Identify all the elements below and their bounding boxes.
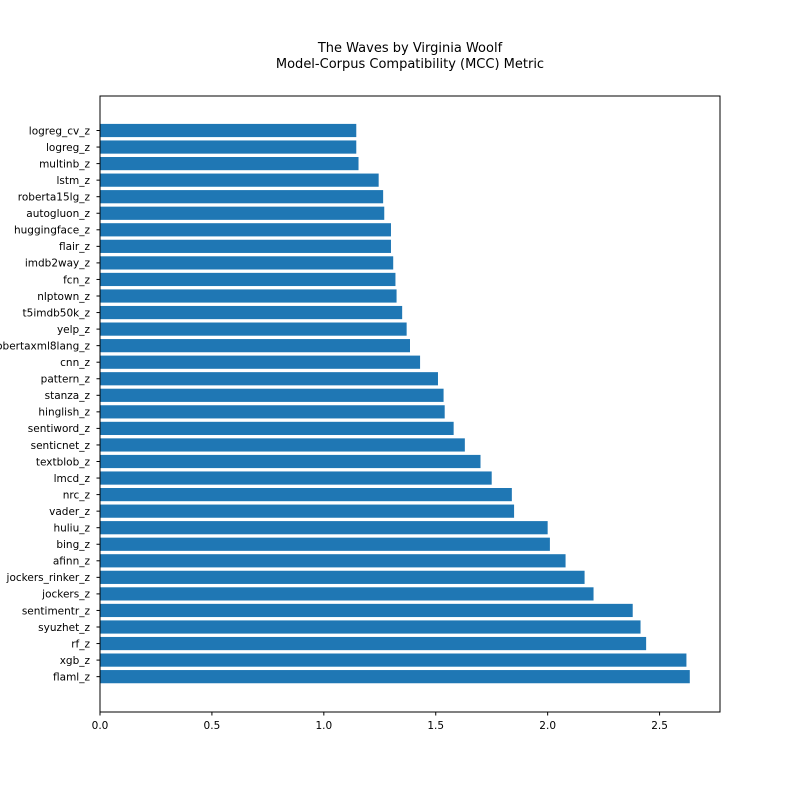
y-tick-label: jockers_rinker_z [6, 572, 91, 584]
y-tick-label: autogluon_z [26, 208, 90, 220]
plot-frame [99, 95, 721, 713]
bar-senticnet-z [100, 438, 465, 452]
bar-syuzhet-z [100, 620, 641, 634]
bar-imdb2way-z [100, 256, 394, 270]
chart-title: The Waves by Virginia Woolf [317, 41, 503, 56]
bar-lmcd-z [100, 471, 492, 485]
y-tick-label: logreg_z [46, 142, 90, 154]
bar-afinn-z [100, 554, 566, 568]
y-tick-label: sentimentr_z [22, 605, 91, 617]
bar-textblob-z [100, 454, 481, 469]
y-tick-label: yelp_z [57, 324, 91, 336]
y-tick-label: robertaxml8lang_z [0, 340, 90, 352]
y-tick-label: sentiword_z [28, 423, 91, 435]
x-tick-label: 1.0 [315, 720, 332, 732]
bar-yelp-z [100, 322, 407, 336]
bar-sentiword-z [100, 421, 454, 435]
y-tick-label: rf_z [71, 638, 90, 650]
bar-stanza-z [100, 388, 444, 402]
bar-jockers-rinker-z [100, 570, 585, 584]
y-tick-label: logreg_cv_z [29, 125, 91, 137]
x-tick-label: 2.0 [539, 720, 556, 732]
y-tick-label: jockers_z [41, 589, 90, 601]
bar-cnn-z [100, 355, 421, 369]
bar-hinglish-z [100, 405, 445, 419]
bar-flair-z [100, 239, 391, 253]
bar-roberta15lg-z [100, 190, 384, 204]
x-tick-label: 2.5 [651, 720, 668, 732]
bar-rf-z [100, 636, 647, 651]
y-tick-label: huliu_z [53, 523, 90, 535]
chart-subtitle: Model-Corpus Compatibility (MCC) Metric [276, 57, 544, 72]
y-tick-label: roberta15lg_z [18, 192, 91, 204]
y-tick-label: syuzhet_z [38, 622, 90, 634]
y-tick-label: bing_z [56, 539, 90, 551]
y-tick-label: stanza_z [45, 390, 91, 402]
y-axis-ticks: logreg_cv_z logreg_z multinb_z lstm_zrobert… [0, 125, 100, 683]
x-axis-ticks: 0.0 0.5 1.0 1.5 2.0 2.5 [92, 712, 668, 732]
bar-autogluon-z [100, 206, 385, 220]
bar-sentimentr-z [100, 603, 633, 618]
y-tick-label: afinn_z [53, 556, 91, 568]
y-tick-label: nlptown_z [37, 291, 90, 303]
y-tick-label: nrc_z [63, 489, 91, 501]
bar-huliu-z [100, 521, 548, 535]
bar-vader-z [100, 504, 515, 518]
bar-multinb-z [100, 157, 359, 171]
x-tick-label: 0.5 [204, 720, 221, 732]
bar-lstm-z [100, 173, 379, 187]
bar-bing-z [100, 537, 550, 551]
bar-jockers-z [100, 587, 594, 601]
bar-fcn-z [100, 272, 396, 287]
y-tick-label: lmcd_z [54, 473, 91, 485]
bar-xgb-z [100, 653, 687, 667]
y-tick-label: imdb2way_z [25, 258, 91, 270]
y-tick-label: xgb_z [60, 655, 91, 667]
bar-pattern-z [100, 372, 438, 386]
x-tick-label: 1.5 [427, 720, 444, 732]
y-tick-label: lstm_z [57, 175, 91, 187]
y-tick-label: pattern_z [41, 374, 91, 386]
bar-logreg-z [100, 140, 357, 154]
x-tick-label: 0.0 [92, 720, 109, 732]
y-tick-label: huggingface_z [14, 225, 90, 237]
bar-robertaxml8lang-z [100, 339, 410, 353]
y-tick-label: senticnet_z [31, 440, 91, 452]
bar-t5imdb50k-z [100, 305, 403, 320]
y-tick-label: hinglish_z [38, 407, 90, 419]
y-tick-label: textblob_z [36, 456, 91, 468]
bar-nrc-z [100, 488, 512, 502]
y-tick-label: flair_z [59, 241, 91, 253]
bar-nlptown-z [100, 289, 397, 303]
y-tick-label: fcn_z [63, 274, 90, 286]
y-tick-label: cnn_z [60, 357, 90, 369]
bar-logreg-cv-z [100, 123, 357, 138]
y-tick-label: flaml_z [53, 671, 90, 683]
y-tick-label: vader_z [49, 506, 90, 518]
y-tick-label: t5imdb50k_z [23, 307, 91, 319]
bars-layer [100, 123, 690, 684]
bar-flaml-z [100, 670, 690, 684]
bar-huggingface-z [100, 223, 391, 237]
y-tick-label: multinb_z [39, 158, 90, 170]
